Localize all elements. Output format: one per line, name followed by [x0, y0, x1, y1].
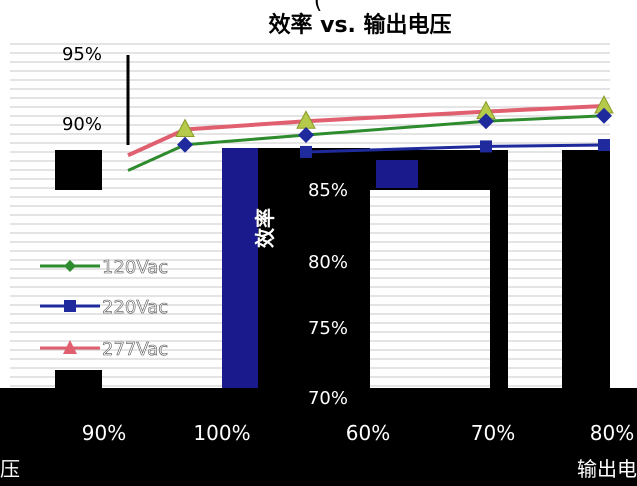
bottom-band [0, 388, 637, 486]
point-120Vac [478, 113, 494, 130]
legend-marker-220Vac [64, 300, 76, 312]
legend: 120Vac 220Vac 277Vac [40, 257, 169, 360]
x-axis-label-right: 输出电 [577, 457, 637, 481]
artifact-block-dark-5 [55, 150, 102, 190]
x-tick-label: 70% [471, 421, 515, 445]
title-fragment-top: ( [314, 0, 323, 14]
point-120Vac [298, 127, 314, 144]
x-tick-label: 100% [193, 421, 250, 445]
y-tick-label: 70% [308, 388, 348, 409]
artifact-block-dark-6 [55, 370, 102, 388]
x-tick-label: 90% [82, 421, 126, 445]
y-tick-label: 90% [62, 114, 102, 135]
point-120Vac [596, 107, 612, 124]
point-277Vac [175, 118, 195, 138]
artifact-block-dark-3 [490, 150, 508, 388]
y-tick-label: 95% [62, 44, 102, 65]
point-220Vac [598, 139, 610, 152]
y-axis-label: 效率 [253, 208, 277, 248]
legend-label-277Vac: 277Vac [102, 339, 168, 360]
point-220Vac [480, 140, 492, 153]
y-tick-label: 75% [308, 318, 348, 339]
legend-marker-120Vac [64, 260, 76, 272]
legend-label-120Vac: 120Vac [102, 257, 168, 278]
artifact-block-dark [258, 148, 370, 388]
x-tick-label: 80% [590, 421, 634, 445]
tick-labels: 95% 90% 85% 80% 75% 70% 90% 100% 60% 70% 80% [62, 44, 634, 445]
legend-label-220Vac: 220Vac [102, 297, 168, 318]
artifact-block-blue-2 [376, 160, 418, 188]
artifact-block-dark-4 [562, 150, 610, 388]
x-tick-label: 60% [346, 421, 390, 445]
chart-title: 效率 vs. 输出电压 [268, 12, 451, 38]
series-group [127, 94, 614, 172]
y-tick-label: 85% [308, 180, 348, 201]
point-120Vac [177, 136, 193, 153]
y-tick-label: 80% [308, 252, 348, 273]
x-axis-label-left: 压 [0, 457, 20, 481]
legend-marker-277Vac [63, 340, 77, 354]
point-220Vac [300, 145, 312, 158]
